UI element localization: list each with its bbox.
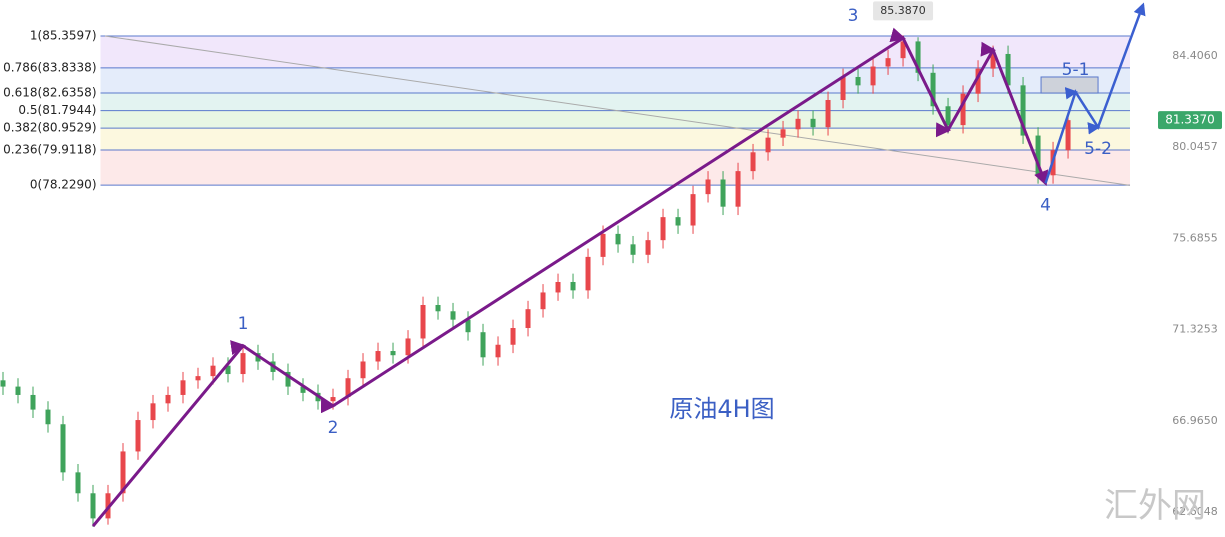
candle-body [540, 292, 546, 310]
peak-tag [873, 1, 934, 21]
fib-band [100, 92, 1131, 111]
candle-body [780, 129, 786, 138]
candle-body [615, 233, 621, 245]
y-tick-label: 80.0457 [1172, 140, 1218, 153]
candle-body [375, 351, 381, 362]
candle-body [525, 309, 531, 329]
candle-body [555, 281, 561, 293]
fib-label: 0.236(79.9118) [3, 142, 96, 156]
candle-body [675, 217, 681, 226]
fib-label: 0.618(82.6358) [3, 85, 96, 99]
candle-body [45, 409, 51, 425]
candle-body [480, 332, 486, 358]
candle-body [810, 118, 816, 128]
candle-body [180, 380, 186, 395]
fib-band [100, 35, 1131, 68]
candle-body [405, 338, 411, 356]
candle-body [135, 420, 141, 452]
y-tick-label: 62.6048 [1172, 505, 1218, 518]
candle-body [570, 281, 576, 291]
candle-body [435, 305, 441, 312]
wave-label: 3 [848, 6, 859, 26]
wave-label: 5-1 [1062, 60, 1090, 80]
candle-body [330, 397, 336, 402]
candle-body [75, 472, 81, 494]
candle-body [390, 351, 396, 356]
last-price-label: 81.3370 [1165, 113, 1215, 127]
candle-body [510, 328, 516, 345]
y-tick-label: 75.6855 [1172, 231, 1218, 244]
candle-body [870, 66, 876, 86]
candle-body [195, 376, 201, 381]
candle-body [645, 240, 651, 255]
candle-body [750, 152, 756, 172]
candle-body [795, 118, 801, 130]
candle-body [765, 137, 771, 153]
wave-label: 2 [328, 418, 339, 438]
fib-label: 1(85.3597) [30, 28, 97, 42]
chart-title: 原油4H图 [669, 395, 774, 423]
candle-body [600, 233, 606, 257]
y-tick-label: 66.9650 [1172, 414, 1218, 427]
candle-body [210, 365, 216, 377]
candle-body [660, 217, 666, 241]
candle-body [165, 394, 171, 404]
candle-body [1065, 120, 1071, 151]
fib-band [100, 110, 1131, 129]
candle-body [360, 361, 366, 379]
candle-body [885, 58, 891, 67]
y-tick-label: 84.4060 [1172, 49, 1218, 62]
candle-body [30, 394, 36, 410]
candle-body [150, 403, 156, 421]
candle-body [825, 99, 831, 128]
candle-body [705, 179, 711, 195]
candle-body [450, 311, 456, 320]
fib-band [100, 128, 1131, 150]
wave-label: 1 [238, 314, 249, 334]
projection-line [1044, 2, 1146, 184]
candle-body [90, 493, 96, 519]
watermark: 汇外网 [1104, 486, 1206, 526]
candle-body [630, 244, 636, 255]
fib-label: 0(78.2290) [30, 178, 97, 192]
candle-body [720, 179, 726, 207]
fib-label: 0.786(83.8338) [3, 60, 96, 74]
candle-body [855, 76, 861, 86]
candle-body [585, 256, 591, 291]
y-tick-label: 71.3253 [1172, 323, 1218, 336]
candle-body [420, 305, 426, 339]
candle-body [15, 386, 21, 395]
candle-body [0, 380, 6, 387]
candle-body [240, 353, 246, 375]
candle-body [60, 424, 66, 473]
peak-tag-label: 85.3870 [880, 4, 926, 17]
waves-line [91, 27, 1049, 528]
candle-body [120, 451, 126, 494]
fib-band [100, 149, 1131, 186]
fib-label: 0.382(80.9529) [3, 121, 96, 135]
candle-body [945, 106, 951, 126]
wave-label: 5-2 [1084, 139, 1112, 159]
candle-body [840, 76, 846, 100]
fib-label: 0.5(81.7944) [18, 103, 96, 117]
candle-body [495, 344, 501, 358]
last-price-tag [1158, 111, 1222, 130]
wave-label: 4 [1040, 195, 1051, 215]
candle-body [225, 365, 231, 375]
candle-body [690, 194, 696, 226]
candle-body [735, 171, 741, 207]
